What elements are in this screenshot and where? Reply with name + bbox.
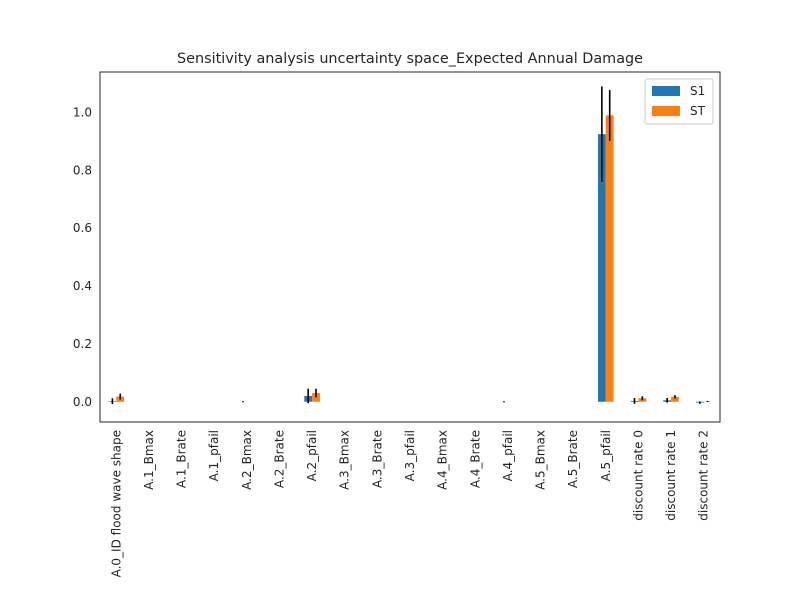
y-tick-label: 0.8 bbox=[73, 163, 92, 177]
x-tick-label: A.0_ID flood wave shape bbox=[109, 430, 123, 577]
y-tick-label: 0.6 bbox=[73, 221, 92, 235]
x-tick-label: discount rate 0 bbox=[631, 430, 645, 521]
x-tick-label: A.3_Brate bbox=[370, 430, 384, 488]
bar-st bbox=[671, 396, 679, 402]
error-bars-layer bbox=[111, 86, 709, 405]
x-tick-label: A.1_pfail bbox=[207, 430, 221, 481]
y-tick-label: 1.0 bbox=[73, 106, 92, 120]
x-tick-label: A.5_Bmax bbox=[534, 430, 548, 490]
x-tick-label: A.3_Bmax bbox=[338, 430, 352, 490]
x-tick-label: discount rate 1 bbox=[664, 430, 678, 521]
chart-title: Sensitivity analysis uncertainty space_E… bbox=[177, 51, 643, 67]
x-tick-label: A.5_pfail bbox=[599, 430, 613, 481]
x-tick-label: A.4_Bmax bbox=[436, 430, 450, 490]
x-tick-label: A.2_Bmax bbox=[240, 430, 254, 490]
x-tick-label: A.1_Bmax bbox=[142, 430, 156, 490]
x-tick-label: A.5_Brate bbox=[566, 430, 580, 488]
legend-swatch-s1 bbox=[652, 86, 680, 96]
legend-label-s1: S1 bbox=[690, 84, 705, 98]
y-axis: 0.0 0.2 0.4 0.6 0.8 1.0 bbox=[73, 106, 92, 409]
bar-st bbox=[605, 115, 614, 402]
y-tick-label: 0.2 bbox=[73, 337, 92, 351]
y-tick-label: 0.0 bbox=[73, 395, 92, 409]
plot-background bbox=[100, 72, 720, 422]
x-tick-label: discount rate 2 bbox=[697, 430, 711, 521]
x-tick-label: A.2_Brate bbox=[272, 430, 286, 488]
legend-swatch-st bbox=[652, 106, 680, 116]
x-tick-label: A.4_Brate bbox=[468, 430, 482, 488]
plot-frame bbox=[99, 71, 721, 423]
x-tick-label: A.4_pfail bbox=[501, 430, 515, 481]
legend: S1 ST bbox=[644, 78, 714, 125]
bar-s1 bbox=[597, 134, 606, 402]
legend-label-st: ST bbox=[690, 104, 706, 118]
x-tick-label: A.3_pfail bbox=[403, 430, 417, 481]
y-tick-label: 0.4 bbox=[73, 279, 92, 293]
x-tick-label: A.1_Brate bbox=[175, 430, 189, 488]
x-axis: A.0_ID flood wave shape A.1_Bmax A.1_Brate… bbox=[109, 430, 710, 577]
x-tick-label: A.2_pfail bbox=[305, 430, 319, 481]
